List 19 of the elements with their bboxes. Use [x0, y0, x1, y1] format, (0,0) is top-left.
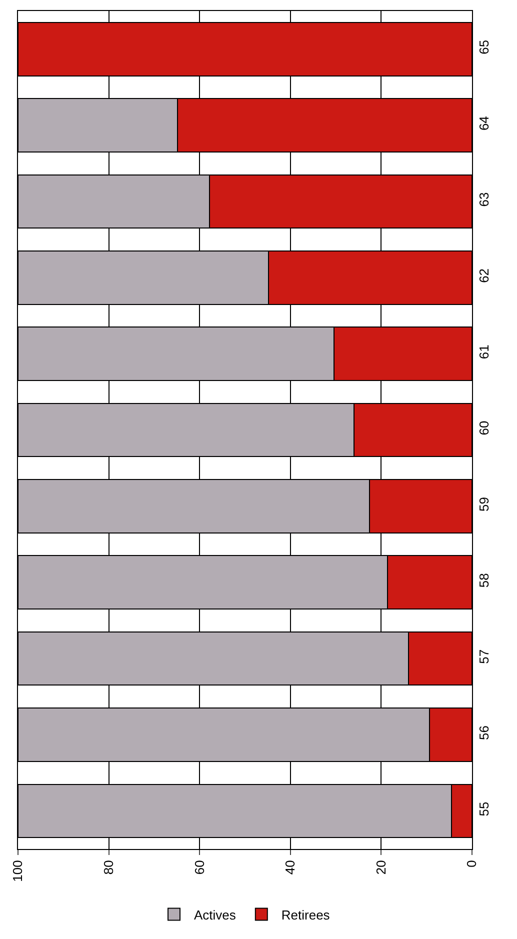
- y-tick-label: 61: [476, 344, 492, 360]
- y-tick-label: 62: [476, 268, 492, 283]
- y-tick-label: 57: [476, 649, 492, 664]
- x-tick-label: 80: [101, 860, 116, 875]
- y-tick-label: 56: [476, 726, 492, 740]
- y-tick-label: 59: [476, 496, 492, 512]
- y-tick-label: 60: [476, 420, 492, 436]
- y-tick-label: 65: [476, 40, 492, 54]
- y-tick-label: 63: [476, 192, 492, 207]
- legend-label: Actives: [194, 907, 236, 922]
- y-tick-label: 55: [476, 802, 492, 816]
- x-tick-label: 100: [10, 860, 26, 882]
- y-tick-label: 58: [476, 573, 492, 588]
- x-tick-label: 20: [373, 860, 388, 875]
- x-tick-label: 40: [282, 860, 298, 875]
- y-tick-label: 64: [476, 116, 492, 131]
- x-tick-label: 60: [192, 860, 207, 875]
- legend-label: Retirees: [281, 907, 330, 922]
- x-tick-label: 0: [464, 860, 480, 868]
